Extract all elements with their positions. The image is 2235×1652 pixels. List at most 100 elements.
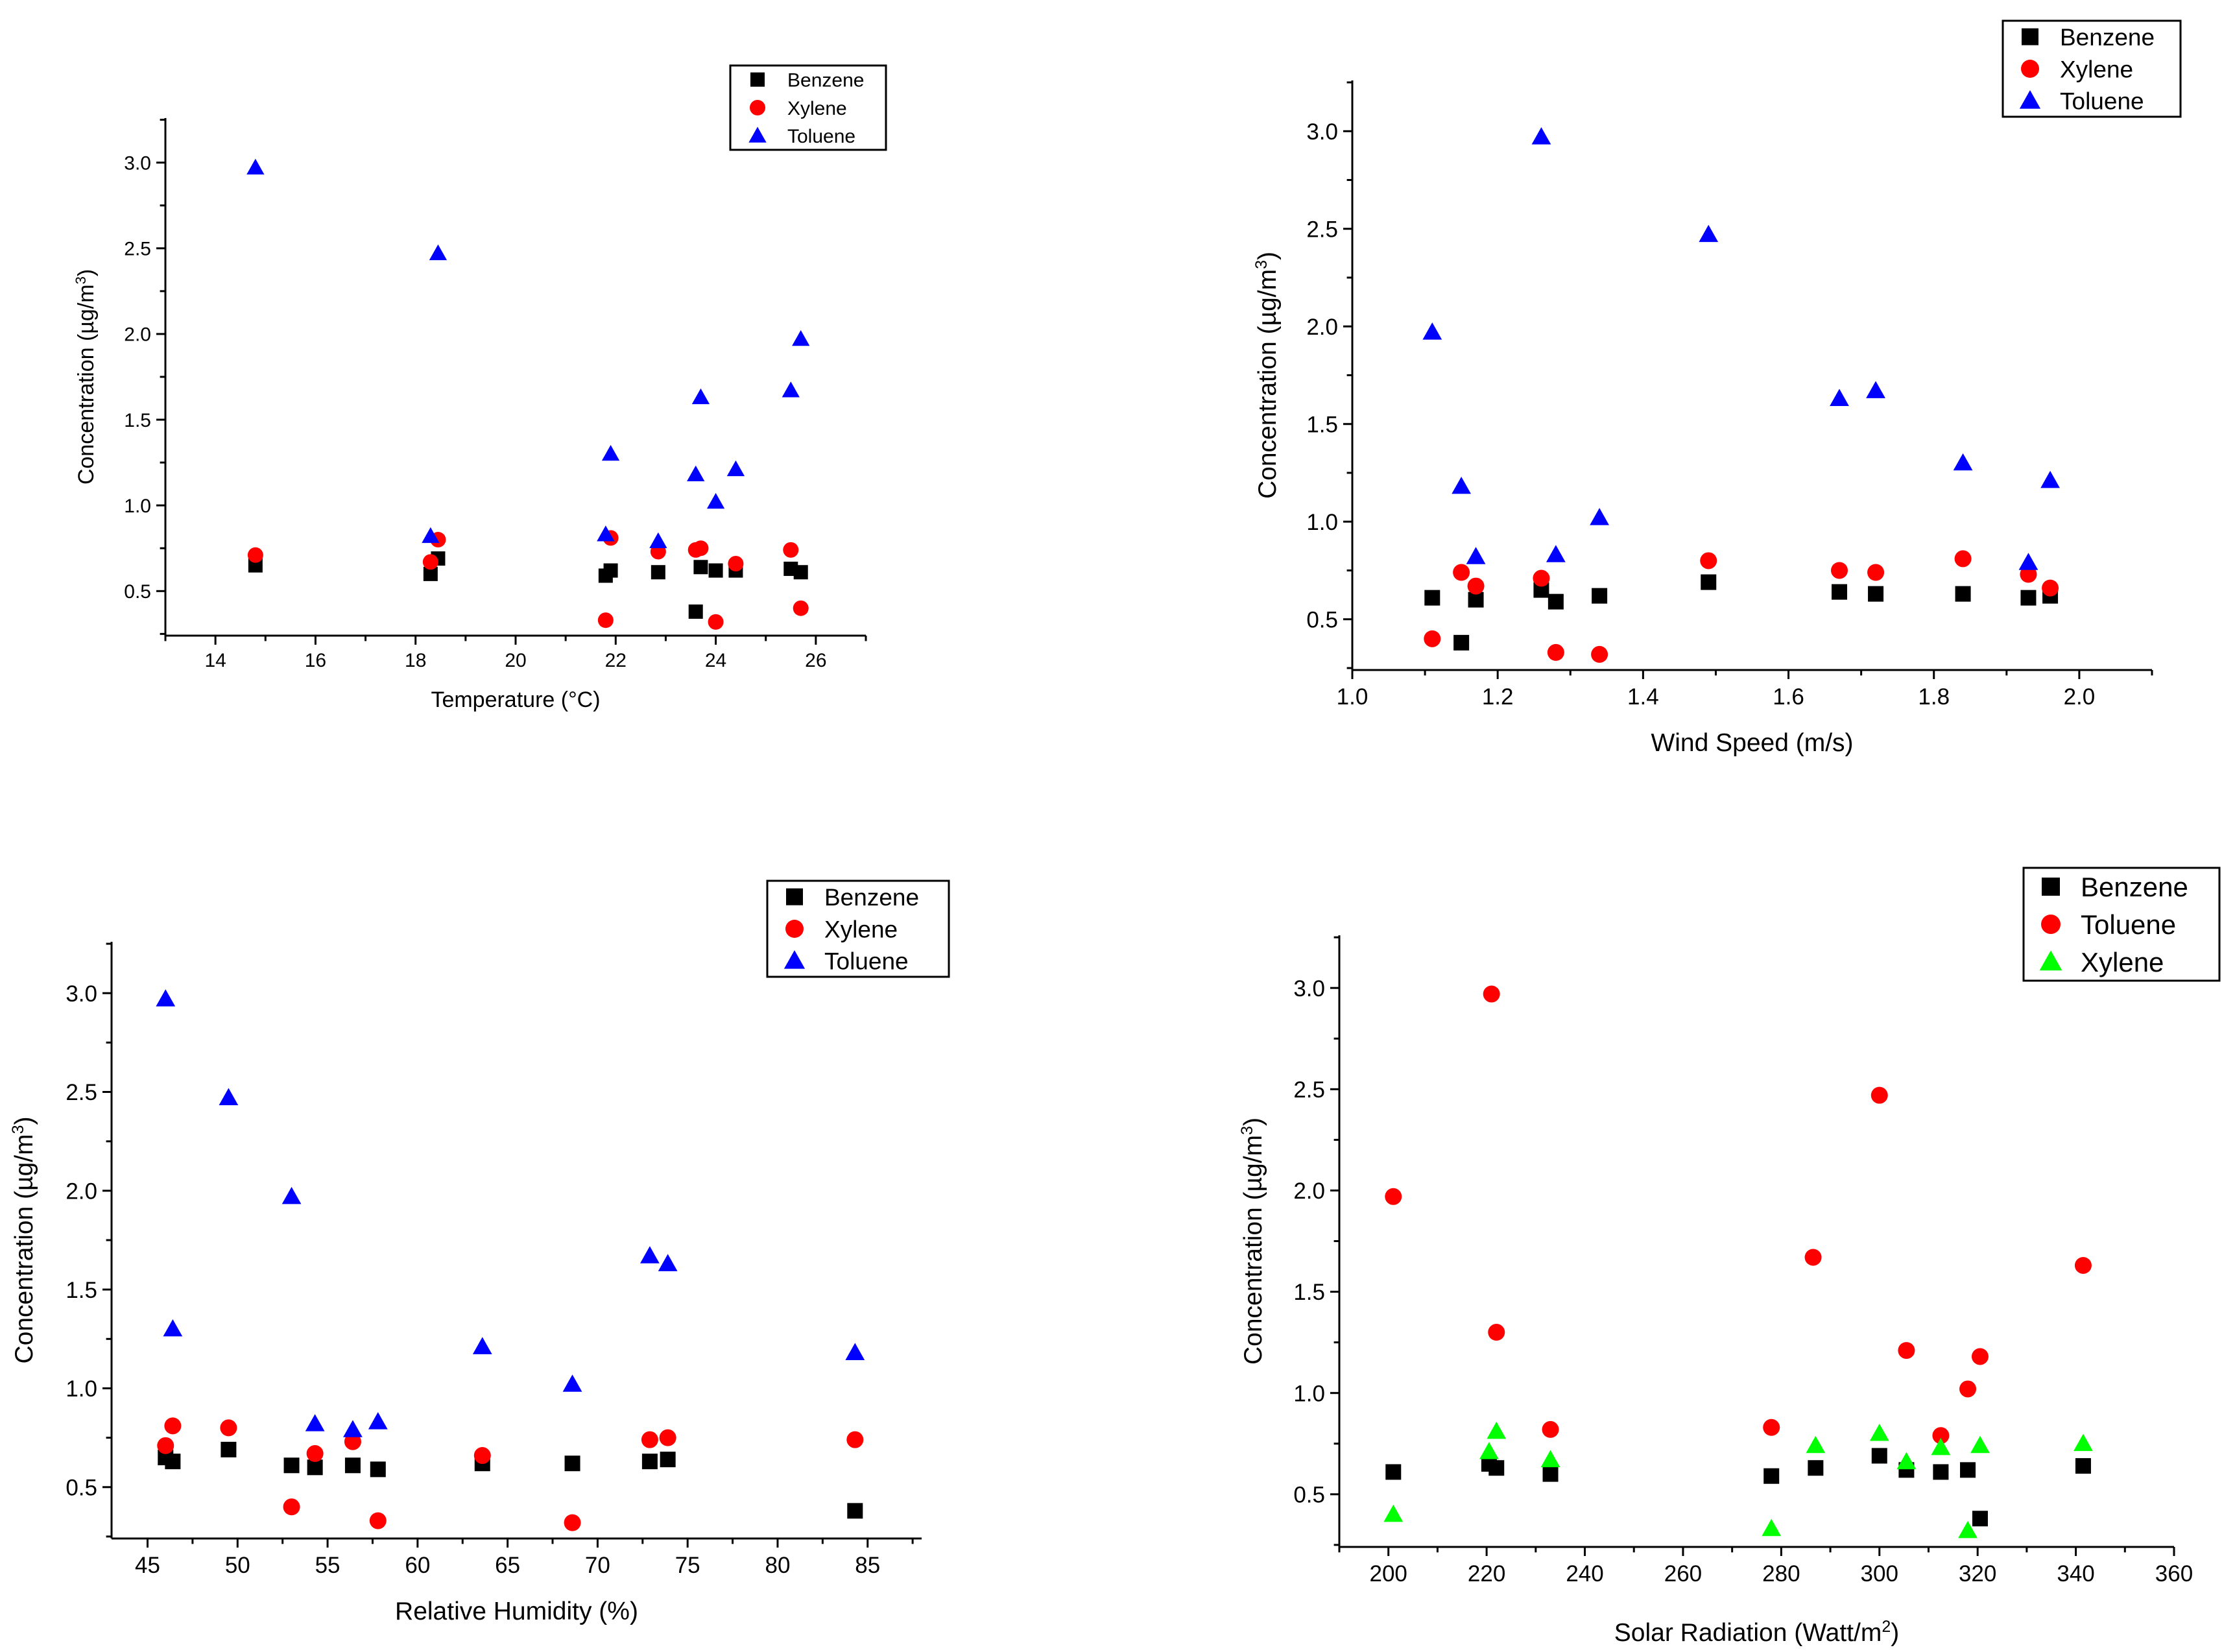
data-point [422, 554, 438, 570]
data-point [1898, 1342, 1915, 1359]
x-tick-label: 200 [1370, 1561, 1407, 1586]
x-tick-label: 55 [315, 1553, 341, 1578]
legend: Benzene Xylene Toluene [766, 880, 950, 978]
x-tick-label: 2.0 [2064, 684, 2096, 710]
data-point [2040, 470, 2060, 488]
data-point [423, 566, 438, 581]
data-point [1546, 545, 1566, 562]
x-tick-label: 240 [1566, 1561, 1603, 1586]
x-tick-label: 20 [505, 650, 526, 671]
y-tick-label: 1.5 [124, 410, 151, 431]
data-point [157, 1437, 174, 1454]
data-point [473, 1447, 491, 1465]
data-point [649, 532, 667, 549]
legend: Benzene Xylene Toluene [2002, 19, 2182, 118]
data-point [1699, 224, 1719, 243]
data-point [706, 493, 725, 509]
data-point [2075, 1458, 2091, 1474]
y-tick-label: 3.0 [1306, 119, 1338, 145]
series-xylene [247, 530, 809, 630]
data-point [1804, 1249, 1822, 1266]
data-point [1467, 577, 1485, 595]
data-point [1955, 586, 1971, 602]
y-tick-label: 3.0 [66, 981, 97, 1007]
data-point [1547, 643, 1564, 661]
x-tick-label: 340 [2057, 1561, 2094, 1586]
data-point [641, 1431, 658, 1448]
data-point [1871, 1448, 1887, 1464]
y-axis-title: Concentration (µg/m3) [9, 1116, 38, 1363]
data-point [2074, 1256, 2092, 1274]
legend: Benzene Xylene Toluene [729, 64, 887, 151]
data-point [847, 1503, 863, 1519]
data-point [283, 1457, 300, 1474]
y-tick-label: 3.0 [124, 153, 151, 174]
data-point [1958, 1520, 1978, 1538]
y-tick-label: 2.0 [66, 1179, 97, 1204]
data-point [782, 381, 800, 398]
x-tick-label: 300 [1861, 1561, 1898, 1586]
y-tick-label: 1.5 [1293, 1280, 1325, 1305]
y-tick-label: 1.0 [1306, 510, 1338, 535]
data-point [1960, 1462, 1976, 1478]
data-point [1832, 584, 1848, 600]
y-axis-title: Concentration (µg/m3) [1252, 252, 1282, 499]
data-point [1483, 985, 1500, 1003]
data-point [472, 1337, 492, 1354]
y-tick-label: 0.5 [1306, 607, 1338, 632]
legend-marker [2022, 28, 2038, 45]
y-tick-label: 1.0 [124, 496, 151, 517]
data-point [1488, 1324, 1505, 1341]
y-axis-title: Concentration (µg/m3) [73, 269, 99, 485]
data-point [603, 563, 618, 578]
series-xylene [1424, 550, 2059, 663]
legend-label: Benzene [787, 69, 864, 91]
data-point [1453, 634, 1470, 651]
data-point [562, 1374, 582, 1392]
x-tick-label: 75 [675, 1553, 700, 1578]
data-point [564, 1455, 580, 1472]
data-point [1542, 1420, 1559, 1438]
series-xylene [1383, 1421, 2093, 1538]
legend-label: Benzene [824, 884, 919, 911]
data-point [597, 525, 615, 542]
legend-label: Xylene [824, 916, 898, 942]
y-tick-label: 2.5 [1306, 217, 1338, 242]
data-point [1933, 1464, 1949, 1480]
data-point [2074, 1433, 2093, 1452]
x-tick-label: 280 [1762, 1561, 1800, 1586]
x-axis-title: Solar Radiation (Watt/m2) [1614, 1618, 1899, 1647]
y-tick-label: 2.0 [1293, 1179, 1325, 1204]
legend-label: Xylene [787, 98, 847, 119]
x-tick-label: 50 [225, 1553, 250, 1578]
y-tick-label: 0.5 [1293, 1482, 1325, 1507]
data-point [1468, 592, 1484, 608]
data-point [793, 600, 809, 616]
series-toluene [156, 989, 865, 1437]
data-point [640, 1246, 660, 1263]
series-benzene [248, 551, 808, 619]
x-tick-label: 80 [765, 1553, 790, 1578]
data-point [1953, 453, 1973, 471]
x-tick-label: 360 [2155, 1561, 2193, 1586]
data-point [2020, 590, 2037, 606]
data-point [1959, 1380, 1977, 1398]
x-tick-label: 85 [855, 1553, 880, 1578]
legend-marker [750, 72, 765, 87]
x-tick-label: 1.6 [1773, 684, 1804, 710]
x-tick-label: 16 [305, 650, 326, 671]
data-point [1808, 1460, 1824, 1476]
y-tick-label: 1.0 [66, 1376, 97, 1402]
data-point [792, 330, 810, 346]
data-point [708, 614, 724, 630]
data-point [1868, 586, 1884, 602]
x-tick-label: 1.2 [1482, 684, 1514, 710]
data-point [1452, 476, 1472, 494]
data-point [2042, 579, 2059, 597]
legend-marker [2021, 60, 2039, 78]
data-point [651, 565, 665, 580]
y-tick-label: 1.0 [1293, 1381, 1325, 1406]
data-point [1385, 1464, 1402, 1480]
data-point [660, 1452, 676, 1468]
series-benzene [158, 1441, 863, 1519]
